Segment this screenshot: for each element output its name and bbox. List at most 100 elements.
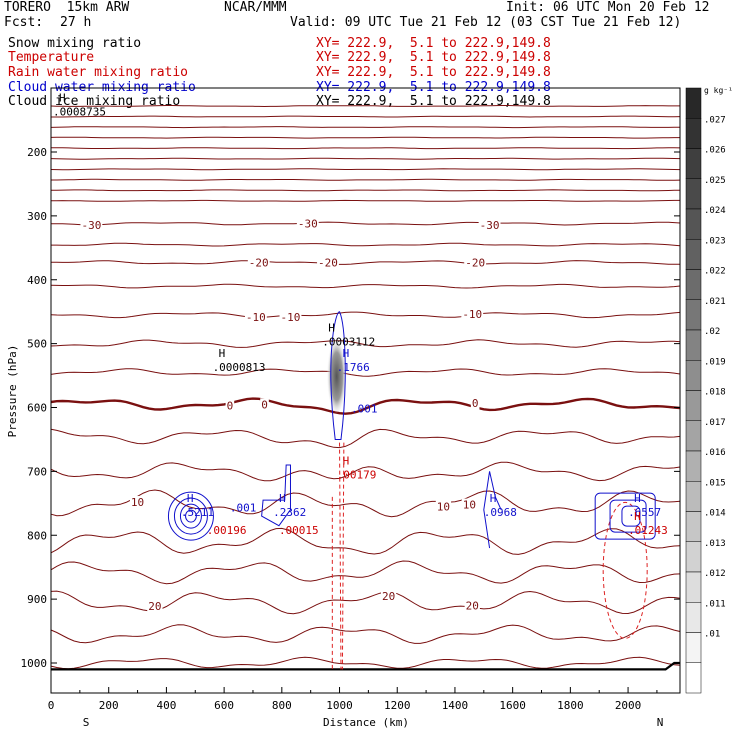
colorbar-cell — [685, 269, 702, 300]
south-label: S — [83, 716, 90, 729]
colorbar-tick-label: .011 — [704, 599, 726, 609]
isotherm-line — [50, 560, 681, 585]
colorbar-tick-label: .014 — [704, 509, 726, 519]
isotherm-label-background — [464, 256, 487, 270]
colorbar-cell — [685, 299, 702, 331]
isotherm-label-background — [247, 256, 270, 270]
x-tick-label: 1800 — [557, 699, 584, 712]
extremum-marker: H — [634, 492, 641, 505]
temperature-contours — [50, 105, 681, 671]
colorbar-cell — [685, 450, 702, 482]
isotherm-line — [51, 189, 681, 192]
colorbar-tick-label: .024 — [704, 206, 726, 216]
colorbar-tick-label: .018 — [704, 388, 726, 398]
isotherm-line — [50, 624, 681, 644]
isotherm-line — [51, 199, 680, 202]
extremum-marker: H — [490, 492, 497, 505]
isotherm-label: 20 — [466, 600, 479, 613]
colorbar-cell — [685, 148, 702, 179]
colorbar-tick-label: .016 — [704, 448, 726, 458]
colorbar-cell — [685, 360, 702, 391]
isotherm-label: 20 — [382, 590, 395, 603]
colorbar-tick-label: .017 — [704, 418, 726, 428]
cloud-contour-line — [609, 499, 647, 533]
colorbar-cell — [685, 541, 702, 573]
x-tick-label: 0 — [48, 699, 55, 712]
isotherm-label-background — [225, 399, 235, 413]
colorbar-cell — [685, 329, 702, 361]
colorbar-tick-label: .019 — [704, 357, 726, 367]
extremum-value-label: .2362 — [273, 506, 306, 519]
isotherm-label: -10 — [246, 311, 266, 324]
isotherm-label: 10 — [131, 496, 144, 509]
isotherm-label-background — [129, 496, 146, 510]
field-xy-snow: XY= 222.9, 5.1 to 222.9,149.8 — [316, 36, 551, 51]
y-tick-label: 600 — [27, 402, 47, 415]
isotherm-label: -30 — [81, 219, 101, 232]
isotherm-line — [50, 527, 681, 555]
isotherm-label-background — [464, 599, 480, 613]
x-tick-label: 1600 — [499, 699, 526, 712]
extremum-marker: H — [59, 92, 66, 105]
isotherm-line — [50, 590, 681, 615]
rain-contour-line — [341, 442, 345, 670]
isotherm-label-background — [380, 589, 397, 603]
field-xy-rain: XY= 222.9, 5.1 to 222.9,149.8 — [316, 65, 551, 80]
cloud-contour-line — [621, 505, 641, 527]
rain-contour-line — [602, 501, 648, 639]
valid-time: Valid: 09 UTC Tue 21 Feb 12 (03 CST Tue … — [290, 15, 682, 30]
extremum-value-label: .00015 — [279, 524, 319, 537]
isotherm-line — [50, 168, 681, 171]
isotherm-label-background — [260, 398, 269, 412]
y-axis-label: Pressure (hPa) — [6, 345, 19, 438]
extremum-value-label: .0000813 — [213, 361, 266, 374]
isotherm-line — [50, 461, 681, 482]
x-tick-label: 800 — [272, 699, 292, 712]
cloud-contours — [167, 311, 656, 549]
isotherm-label-background — [478, 218, 501, 232]
contour-labels: -30 -30 -30 -20 -20 -20 -10 -10 -10 0 0 0 10 10 10 20 20… — [53, 92, 668, 614]
extremum-value-label: .0968 — [484, 506, 517, 519]
cloud-contour-line — [167, 491, 214, 541]
isotherm-label-background — [279, 310, 302, 324]
colorbar-cell — [685, 632, 702, 663]
y-tick-label: 500 — [27, 338, 47, 351]
colorbar-cell — [685, 571, 702, 603]
isotherm-line — [51, 115, 681, 118]
cloud-contour-line — [185, 509, 197, 523]
isotherm-line — [50, 428, 681, 449]
extremum-marker: H — [343, 454, 350, 467]
colorbar-unit-label: g kg⁻¹ — [704, 86, 733, 95]
forecast-hour: 27 h — [60, 15, 92, 30]
extremum-value-label: .00179 — [337, 468, 377, 481]
isotherm-label: -20 — [318, 257, 338, 270]
isotherm-label: -20 — [249, 257, 269, 270]
field-name-snow: Snow mixing ratio — [8, 36, 142, 51]
x-tick-label: 2000 — [615, 699, 642, 712]
model-name: TORERO 15km ARW — [4, 0, 130, 15]
extremum-value-label: .01243 — [628, 524, 668, 537]
colorbar-cell — [685, 178, 702, 210]
colorbar-cell — [685, 420, 702, 452]
cloud-contour-line — [173, 497, 208, 535]
extremum-value-label: .6557 — [628, 506, 661, 519]
y-tick-label: 300 — [27, 210, 47, 223]
isotherm-label-background — [244, 310, 267, 324]
field-xy-temperature: XY= 222.9, 5.1 to 222.9,149.8 — [316, 50, 551, 65]
y-tick-label: 400 — [27, 274, 47, 287]
isotherm-line — [50, 339, 681, 348]
isotherm-line — [50, 283, 681, 289]
isotherm-label-background — [435, 500, 452, 514]
isotherm-label: 10 — [463, 499, 476, 512]
isotherm-line — [50, 489, 681, 518]
isotherm-label-background — [317, 256, 339, 270]
colorbar-cell — [685, 390, 702, 421]
isotherm-line — [51, 147, 681, 150]
isotherm-label-background — [461, 308, 484, 322]
extremum-value-label: .0003112 — [322, 336, 375, 349]
colorbar-cell — [685, 481, 702, 512]
x-tick-label: 200 — [99, 699, 119, 712]
extremum-value-label: .001 — [230, 502, 256, 515]
cloud-contour-line — [483, 471, 502, 549]
colorbar-cell — [685, 118, 702, 149]
